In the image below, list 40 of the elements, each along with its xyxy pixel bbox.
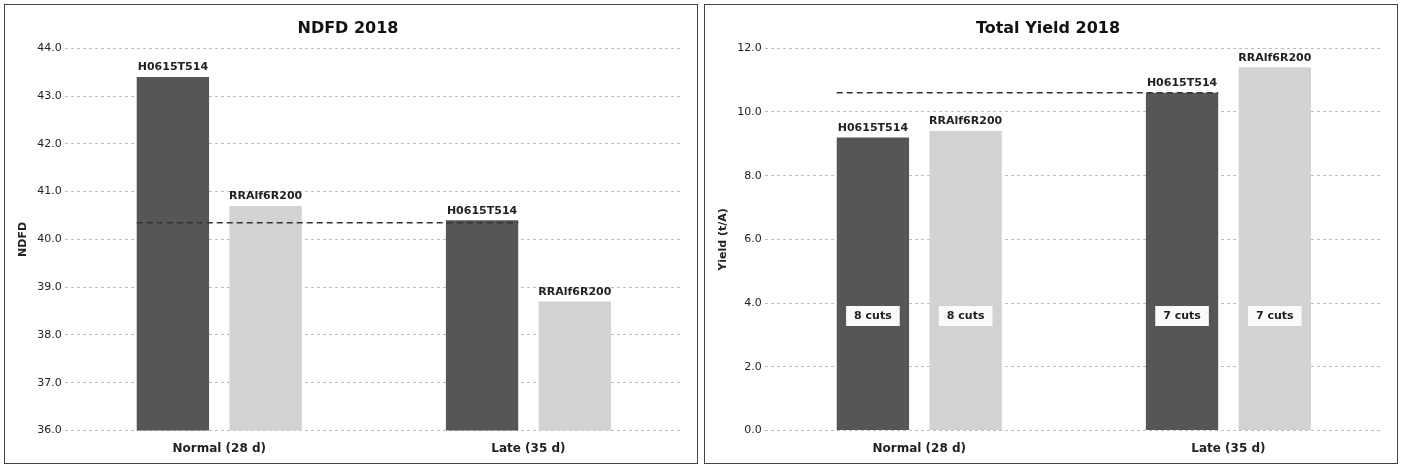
y-tick-label: 10.0 <box>737 104 762 118</box>
text: RRAlf6R200 <box>538 284 612 298</box>
x-tick-label: Normal (28 d) <box>872 440 967 455</box>
chart-title: Total Yield 2018 <box>975 17 1121 37</box>
bar <box>1238 67 1311 431</box>
y-tick-label: 40.0 <box>37 232 62 246</box>
chart-title: NDFD 2018 <box>297 17 399 37</box>
y-tick-label: 41.0 <box>37 184 62 198</box>
y-tick-label: 2.0 <box>744 359 762 373</box>
series-label: RRAlf6R200 <box>1238 50 1312 64</box>
y-tick-label: 4.0 <box>744 295 762 309</box>
y-tick-label: 12.0 <box>737 41 762 55</box>
text: H0615T514 <box>446 203 518 217</box>
y-axis-title: NDFD <box>16 221 30 257</box>
y-tick-label: 6.0 <box>744 232 762 246</box>
y-tick-label: 8.0 <box>744 168 762 182</box>
y-tick-label: 37.0 <box>37 375 62 389</box>
y-tick-label: 42.0 <box>37 136 62 150</box>
annotation: 8 cuts <box>854 308 893 322</box>
y-tick-label: 0.0 <box>744 423 762 437</box>
y-tick-label: 39.0 <box>37 280 62 294</box>
y-tick-label: 44.0 <box>37 41 62 55</box>
y-axis-title: Yield (t/A) <box>716 208 730 272</box>
y-tick-label: 36.0 <box>37 423 62 437</box>
annotation: 8 cuts <box>946 308 985 322</box>
bar <box>1145 92 1219 431</box>
annotation: 7 cuts <box>1163 308 1202 322</box>
text: RRAlf6R200 <box>929 114 1003 128</box>
bar <box>929 131 1002 431</box>
y-tick-label: 38.0 <box>37 327 62 341</box>
x-tick-label: Late (35 d) <box>491 440 566 455</box>
x-tick-label: Late (35 d) <box>1191 440 1266 455</box>
y-tick-label: 43.0 <box>37 88 62 102</box>
x-tick-label: Normal (28 d) <box>172 440 267 455</box>
annotation: 7 cuts <box>1255 308 1295 322</box>
text: H0615T514 <box>837 120 909 134</box>
series-label: H0615T514 <box>137 60 209 74</box>
bar <box>836 137 910 431</box>
series-label: H0615T514 <box>1146 76 1218 90</box>
series-label: RRAlf6R200 <box>229 189 303 203</box>
